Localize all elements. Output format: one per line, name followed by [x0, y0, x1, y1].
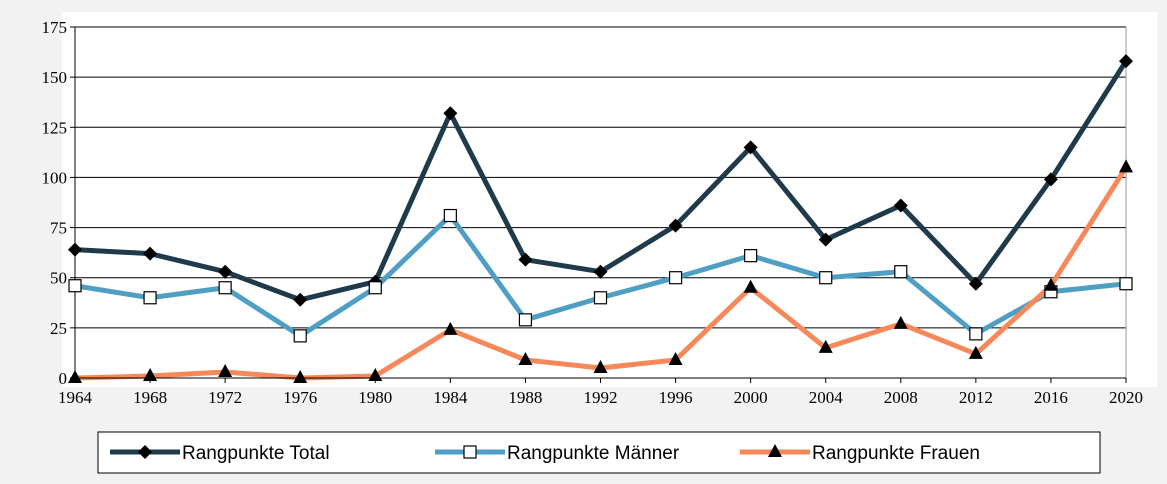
point — [443, 106, 458, 121]
legend-label: Rangpunkte Total — [182, 443, 330, 464]
point — [518, 252, 533, 267]
y-tick-label: 75 — [50, 219, 67, 238]
y-tick-label: 175 — [42, 18, 68, 37]
x-tick-label: 1988 — [508, 388, 542, 407]
point — [893, 198, 908, 213]
y-tick-label: 25 — [50, 319, 67, 338]
point — [293, 370, 308, 383]
point — [218, 264, 233, 279]
point — [68, 370, 82, 383]
x-tick-label: 1980 — [358, 388, 392, 407]
point — [68, 279, 82, 293]
x-tick-label: 2012 — [959, 388, 993, 407]
x-tick-label: 1968 — [133, 388, 167, 407]
point — [894, 265, 908, 279]
point — [218, 281, 232, 295]
y-tick-label: 125 — [42, 118, 68, 137]
point — [463, 445, 477, 459]
y-tick-label: 100 — [42, 168, 68, 187]
point — [818, 339, 833, 353]
point — [1119, 159, 1133, 173]
point — [518, 351, 533, 365]
point — [1043, 172, 1058, 187]
point — [968, 345, 983, 359]
point — [668, 271, 683, 285]
y-tick-label: 0 — [59, 369, 68, 388]
legend-label: Rangpunkte Frauen — [812, 443, 980, 464]
point — [218, 363, 233, 377]
y-tick-label: 50 — [50, 269, 67, 288]
x-tick-label: 1972 — [208, 388, 242, 407]
point — [593, 264, 608, 279]
point — [68, 242, 82, 257]
point — [518, 313, 533, 327]
point — [1119, 54, 1133, 69]
point — [293, 292, 308, 307]
point — [743, 279, 758, 293]
point — [818, 232, 833, 247]
y-tick-label: 150 — [42, 68, 68, 87]
x-tick-label: 2016 — [1034, 388, 1068, 407]
point — [668, 351, 683, 365]
point — [819, 271, 833, 285]
point — [443, 208, 457, 223]
point — [593, 359, 608, 373]
x-tick-label: 1992 — [584, 388, 618, 407]
point — [743, 140, 758, 155]
x-tick-label: 2008 — [884, 388, 918, 407]
point — [744, 249, 758, 263]
point — [143, 291, 157, 305]
point — [768, 444, 782, 457]
point — [1119, 277, 1133, 291]
point — [968, 276, 983, 291]
plot-background — [62, 12, 1157, 387]
legend-box — [97, 431, 1101, 474]
point — [293, 329, 307, 343]
legend-label: Rangpunkte Männer — [507, 443, 680, 464]
x-tick-label: 1996 — [659, 388, 693, 407]
point — [593, 291, 608, 305]
point — [969, 327, 983, 341]
point — [668, 218, 683, 233]
point — [893, 315, 908, 329]
point — [1043, 277, 1058, 291]
point — [138, 445, 152, 459]
point — [143, 246, 158, 261]
x-tick-label: 2020 — [1109, 388, 1143, 407]
x-tick-label: 1984 — [433, 388, 468, 407]
x-tick-label: 2000 — [734, 388, 768, 407]
x-tick-label: 1964 — [58, 388, 93, 407]
point — [443, 321, 458, 335]
x-tick-label: 2004 — [809, 388, 844, 407]
point — [368, 281, 382, 295]
x-tick-label: 1976 — [283, 388, 317, 407]
